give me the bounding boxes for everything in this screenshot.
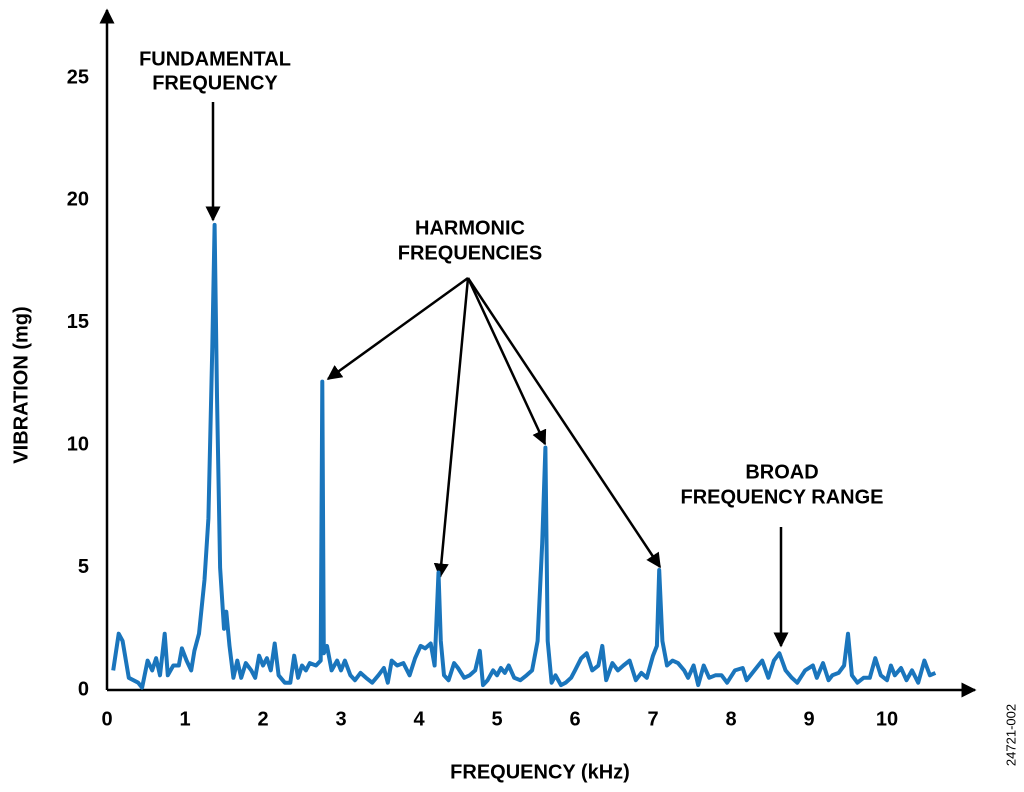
- y-tick-label: 5: [78, 556, 89, 578]
- x-tick-label: 6: [569, 708, 580, 730]
- annotation: FREQUENCIES: [398, 242, 542, 264]
- x-tick-label: 0: [101, 708, 112, 730]
- annotation: BROAD: [745, 461, 818, 483]
- x-tick-label: 1: [179, 708, 190, 730]
- arrow: [326, 276, 469, 381]
- annotation: HARMONIC: [415, 217, 525, 239]
- x-tick-label: 3: [335, 708, 346, 730]
- x-tick-label: 4: [413, 708, 425, 730]
- y-tick-label: 10: [67, 433, 89, 455]
- arrow: [466, 277, 547, 446]
- y-tick-label: 20: [67, 189, 89, 211]
- annotation: FREQUENCY: [152, 72, 278, 94]
- annotation: FREQUENCY RANGE: [681, 486, 884, 508]
- y-tick-label: 15: [67, 311, 89, 333]
- x-tick-label: 5: [491, 708, 502, 730]
- y-axis-label: VIBRATION (mg): [10, 306, 32, 463]
- annotation: FUNDAMENTAL: [139, 48, 291, 70]
- x-tick-label: 9: [803, 708, 814, 730]
- arrow: [433, 277, 470, 579]
- annotation-arrows: [205, 102, 789, 648]
- y-tick-label: 25: [67, 66, 89, 88]
- x-tick-label: 8: [725, 708, 736, 730]
- arrow: [466, 277, 662, 569]
- line-series: [111, 222, 937, 690]
- figure-id: 24721-002: [1003, 704, 1018, 766]
- x-axis-label: FREQUENCY (kHz): [450, 761, 630, 783]
- x-tick-label: 10: [876, 708, 898, 730]
- x-tick-label: 7: [647, 708, 658, 730]
- y-tick-label: 0: [78, 678, 89, 700]
- x-tick-label: 2: [257, 708, 268, 730]
